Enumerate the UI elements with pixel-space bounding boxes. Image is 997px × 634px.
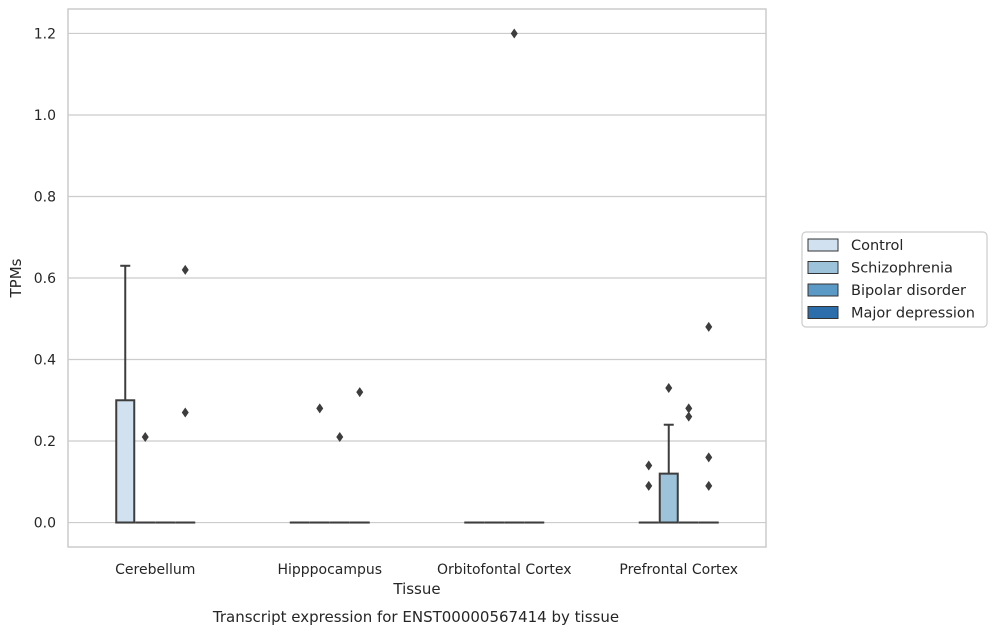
chart-title: Transcript expression for ENST0000056741…: [212, 608, 619, 626]
legend-label: Bipolar disorder: [851, 283, 966, 299]
box-schizophrenia: [309, 403, 330, 524]
legend: Control Schizophrenia Bipolar disorder Majo…: [801, 231, 988, 328]
box-schizophrenia: [658, 383, 679, 524]
y-tick-label: 1.0: [34, 108, 56, 124]
box-major-depression: [175, 264, 196, 524]
outlier-point: [645, 480, 653, 491]
outlier-point: [705, 480, 713, 491]
box-bipolar-disorder: [504, 28, 525, 524]
box-control: [638, 460, 659, 524]
plot-frame: [67, 8, 767, 548]
outlier-point: [705, 321, 713, 332]
x-tick-label: Prefrontal Cortex: [619, 562, 738, 578]
y-tick-label: 0.4: [34, 353, 56, 369]
legend-label: Major depression: [851, 306, 975, 322]
box-control: [115, 264, 136, 524]
x-tick-label: Hipppocampus: [277, 562, 382, 578]
y-tick-label: 0.8: [34, 189, 56, 205]
outlier-point: [316, 403, 324, 414]
box-major-depression: [349, 387, 370, 524]
box-schizophrenia: [135, 431, 156, 524]
box-bipolar-disorder: [678, 403, 699, 524]
x-axis-ticks: Cerebellum Hipppocampus Orbitofontal Corte…: [115, 562, 738, 578]
outlier-point: [181, 407, 189, 418]
box-body: [658, 472, 679, 524]
y-tick-label: 1.2: [34, 26, 56, 42]
legend-swatch: [807, 283, 839, 297]
outlier-point: [685, 403, 693, 414]
outlier-point: [181, 264, 189, 275]
legend-swatch: [807, 306, 839, 319]
outlier-point: [685, 411, 693, 422]
legend-swatch: [807, 261, 839, 274]
y-axis-label: TPMs: [7, 258, 25, 298]
box-series-layer: [115, 28, 719, 524]
outlier-point: [705, 452, 713, 463]
box-major-depression: [698, 321, 719, 524]
box-bipolar-disorder: [329, 431, 350, 524]
legend-swatch: [807, 238, 839, 252]
y-tick-label: 0.0: [34, 516, 56, 532]
y-tick-label: 0.2: [34, 434, 56, 450]
outlier-point: [141, 431, 149, 442]
outlier-point: [336, 431, 344, 442]
y-gridlines: [68, 32, 766, 524]
y-axis-ticks: 0.0 0.2 0.4 0.6 0.8 1.0 1.2: [34, 26, 56, 531]
legend-label: Schizophrenia: [851, 261, 953, 277]
outlier-point: [510, 28, 518, 39]
box-body: [115, 399, 136, 524]
legend-box: [801, 231, 988, 328]
x-axis-label: Tissue: [392, 580, 440, 598]
x-tick-label: Orbitofontal Cortex: [437, 562, 572, 578]
outlier-point: [645, 460, 653, 471]
legend-label: Control: [851, 238, 903, 254]
outlier-point: [356, 387, 364, 398]
outlier-point: [665, 383, 673, 394]
y-tick-label: 0.6: [34, 271, 56, 287]
x-tick-label: Cerebellum: [115, 562, 195, 578]
